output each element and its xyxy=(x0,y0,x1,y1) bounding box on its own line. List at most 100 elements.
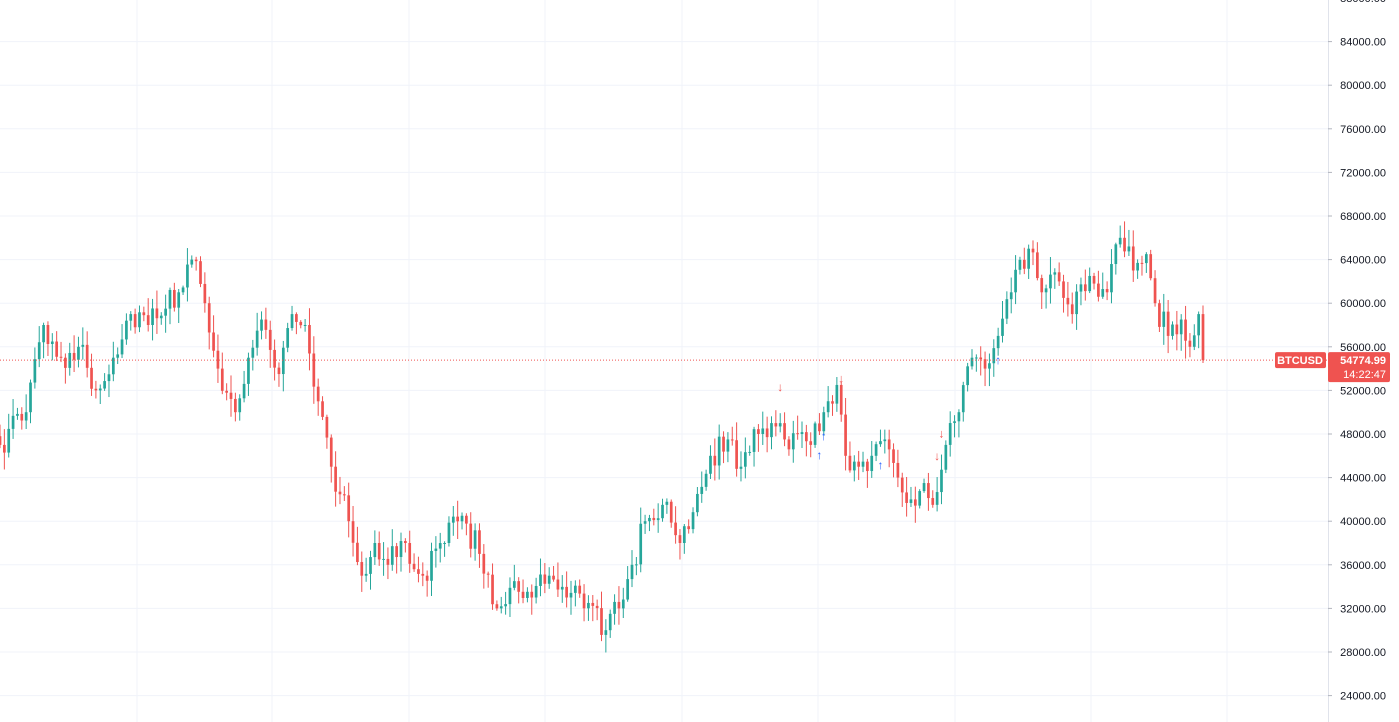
candle xyxy=(417,556,420,583)
candle xyxy=(260,311,263,340)
candle xyxy=(953,415,956,438)
candle xyxy=(20,407,24,430)
candle-body xyxy=(133,314,137,328)
symbol-badge xyxy=(1275,352,1326,369)
candle xyxy=(722,431,725,464)
candle-body xyxy=(752,429,756,452)
candle-body xyxy=(617,601,621,609)
candle-body xyxy=(0,436,2,445)
candle-body xyxy=(848,455,852,471)
candle-body xyxy=(417,569,420,574)
candle xyxy=(783,412,786,447)
candle-body xyxy=(451,516,455,523)
candle-body xyxy=(648,517,651,522)
candle xyxy=(966,362,969,392)
candle xyxy=(805,424,808,457)
sell-signal-arrow-icon: ↓ xyxy=(777,380,783,394)
candle-body xyxy=(927,483,930,499)
candle-body xyxy=(312,353,316,387)
candle-body xyxy=(20,413,24,421)
candle xyxy=(512,564,516,591)
candle xyxy=(652,508,656,526)
candle-body xyxy=(887,439,891,450)
candle xyxy=(142,306,146,322)
candle-body xyxy=(678,535,682,543)
candle xyxy=(709,445,712,479)
candle xyxy=(700,471,704,503)
candle xyxy=(421,562,425,587)
candle-body xyxy=(260,319,263,331)
signal-arrows: ↓ ↑ ↑ ↓ ↑ ↓ ↓ ↑ xyxy=(777,353,1001,472)
candle xyxy=(68,342,72,376)
candle xyxy=(111,341,115,382)
sell-signal-arrow-icon: ↓ xyxy=(938,427,944,441)
candle xyxy=(425,570,429,597)
candle-body xyxy=(491,574,494,605)
candle-body xyxy=(46,325,50,344)
candle-body xyxy=(1075,291,1078,315)
candle-body xyxy=(316,386,320,402)
candle-body xyxy=(813,423,817,445)
candle-body xyxy=(1040,278,1044,293)
candle-body xyxy=(582,593,586,609)
candle xyxy=(255,312,259,356)
candle-body xyxy=(116,354,120,358)
candle-body xyxy=(399,541,403,558)
candle xyxy=(159,312,163,325)
candle xyxy=(356,526,359,566)
candle xyxy=(569,580,573,615)
candle xyxy=(46,321,50,357)
candle-body xyxy=(1153,278,1157,304)
candle xyxy=(1153,270,1157,307)
candle-body xyxy=(247,357,250,384)
candle xyxy=(739,451,743,482)
candle-body xyxy=(839,384,843,415)
candle-body xyxy=(770,423,773,438)
candle xyxy=(748,445,752,456)
candle xyxy=(50,333,54,361)
candle xyxy=(809,432,813,458)
candle xyxy=(155,290,159,334)
candle xyxy=(286,322,290,353)
candle-body xyxy=(961,385,965,413)
candle-body xyxy=(142,312,146,316)
candle xyxy=(242,370,246,403)
candle xyxy=(974,354,978,372)
candle xyxy=(456,500,460,539)
candle xyxy=(1062,274,1065,313)
candle-body xyxy=(1049,274,1052,289)
candle-body xyxy=(543,574,547,584)
candle xyxy=(678,529,682,560)
candle-body xyxy=(1140,262,1144,264)
candle xyxy=(220,352,224,395)
candle xyxy=(909,486,913,508)
candle xyxy=(0,424,2,449)
candle-body xyxy=(212,332,215,351)
candle-body xyxy=(896,462,900,478)
candle xyxy=(29,379,32,424)
candle-body xyxy=(1131,246,1135,271)
candle-body xyxy=(255,330,259,348)
candle xyxy=(770,416,773,450)
candle xyxy=(896,449,900,488)
candle-body xyxy=(1083,284,1087,292)
candle-body xyxy=(404,541,407,543)
candle xyxy=(264,307,268,339)
candle xyxy=(1140,255,1144,276)
candle-body xyxy=(595,605,599,609)
candles xyxy=(0,221,1205,653)
candle xyxy=(831,395,834,416)
candle xyxy=(887,429,891,468)
candle-body xyxy=(482,553,486,574)
candle-body xyxy=(177,292,181,308)
candle-body xyxy=(774,423,778,427)
candle-body xyxy=(1057,272,1061,282)
candle-body xyxy=(1070,304,1074,315)
candle xyxy=(499,596,503,614)
candle-body xyxy=(1158,303,1161,327)
candle xyxy=(1053,268,1057,289)
candle-body xyxy=(635,564,638,566)
candle-body xyxy=(356,542,359,563)
candle xyxy=(120,324,124,359)
